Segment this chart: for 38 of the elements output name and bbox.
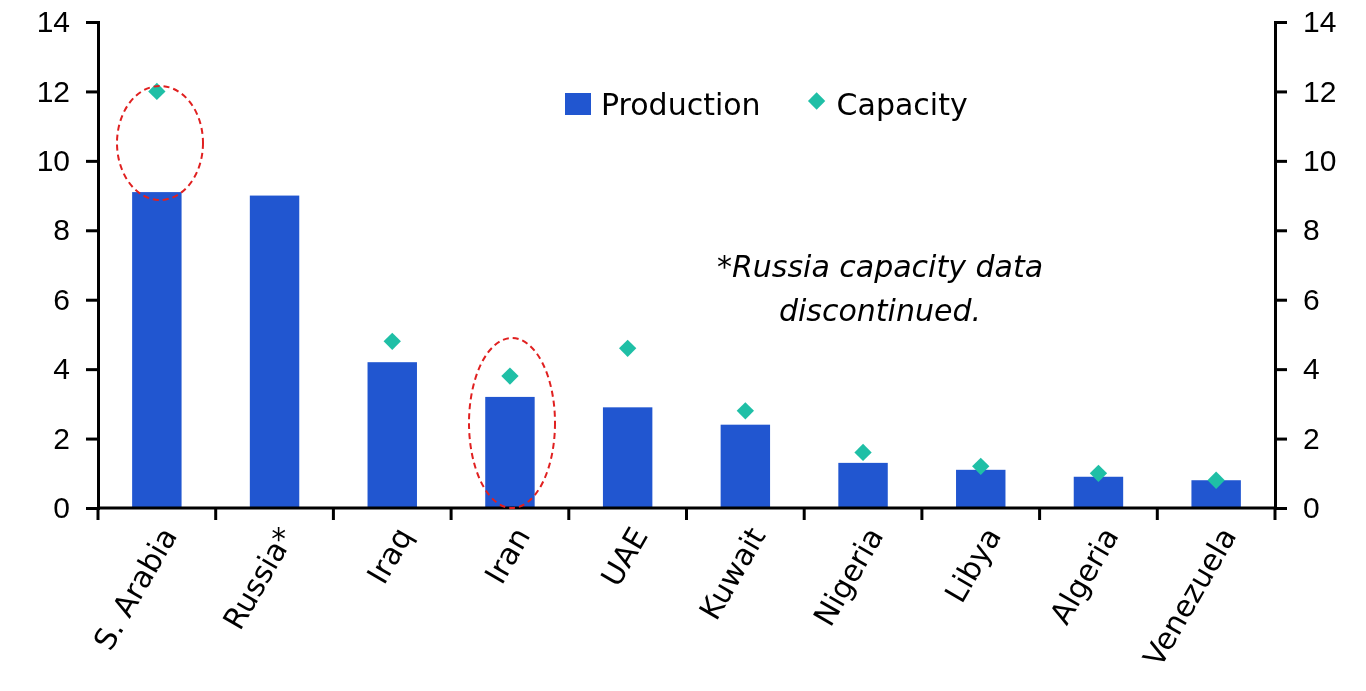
- bar: [132, 192, 182, 508]
- bar: [249, 195, 300, 508]
- legend-label: Capacity: [836, 86, 968, 122]
- y2-tick-label: 6: [1303, 282, 1320, 316]
- y2-tick-label: 10: [1303, 143, 1337, 177]
- y2-tick-label: 0: [1303, 491, 1320, 525]
- y-tick-label: 12: [36, 74, 70, 108]
- point: [1089, 464, 1108, 482]
- bar: [485, 396, 535, 508]
- bar: [602, 407, 653, 508]
- annotation: *Russia capacity data discontinued.: [715, 248, 1045, 330]
- y-tick-label: 2: [53, 421, 70, 455]
- bar: [1073, 476, 1124, 508]
- point: [501, 367, 519, 385]
- point: [972, 457, 990, 475]
- y-tick-label: 14: [36, 5, 70, 39]
- point: [854, 443, 872, 462]
- y-tick-label: 8: [53, 213, 70, 247]
- bar: [367, 362, 417, 508]
- y2-tick-label: 2: [1303, 421, 1320, 455]
- bar: [956, 469, 1006, 508]
- point: [736, 402, 755, 420]
- point: [148, 82, 166, 101]
- y2-tick-label: 4: [1303, 352, 1320, 386]
- point: [383, 332, 401, 351]
- y2-tick-label: 12: [1303, 74, 1337, 108]
- y-tick-label: 10: [36, 143, 70, 177]
- y2-tick-label: 8: [1303, 213, 1320, 247]
- y-tick-label: 6: [53, 282, 70, 316]
- point: [1207, 471, 1225, 489]
- legend-label: Production: [601, 86, 761, 122]
- y2-tick-label: 14: [1303, 5, 1337, 39]
- bar: [720, 424, 771, 508]
- bar: [838, 462, 888, 508]
- y-tick-label: 0: [53, 491, 70, 525]
- point: [618, 339, 637, 357]
- bar: [1191, 480, 1241, 508]
- y-tick-label: 4: [53, 352, 70, 386]
